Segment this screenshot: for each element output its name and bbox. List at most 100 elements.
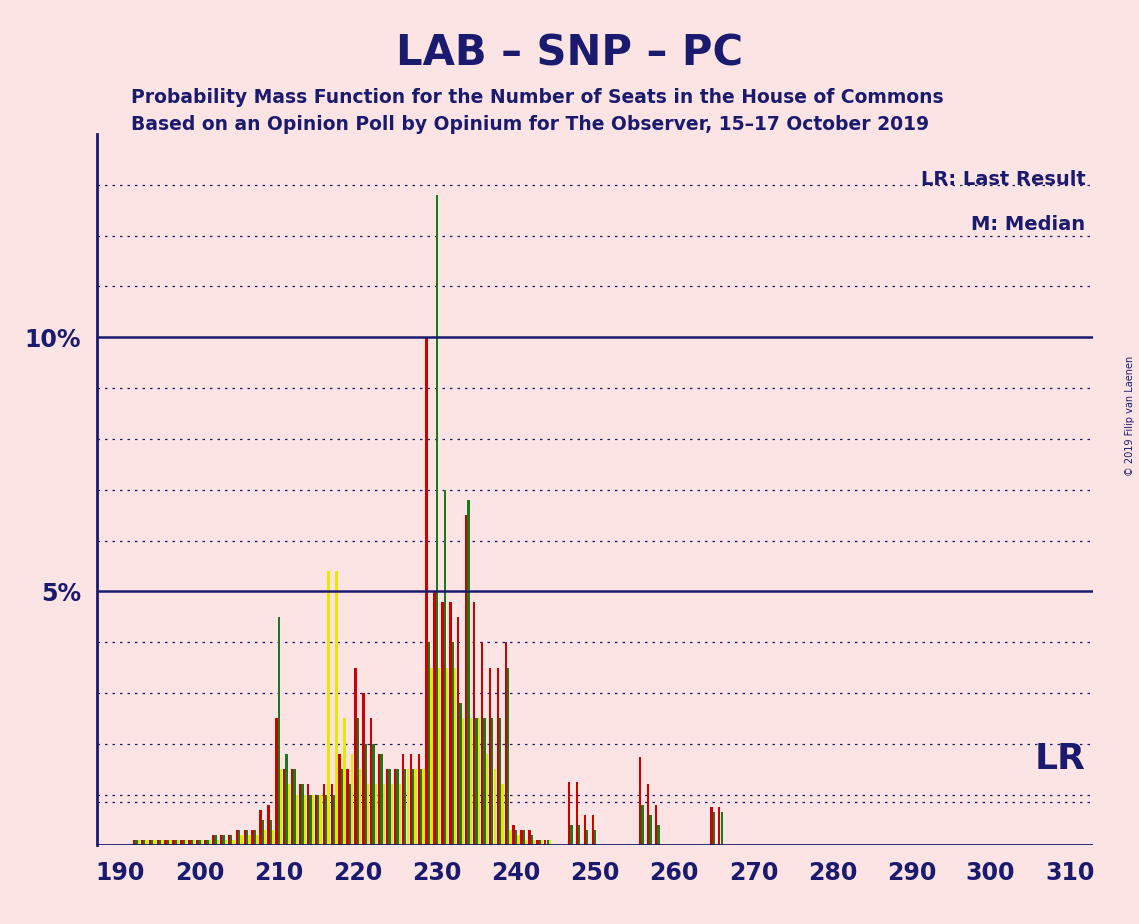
Bar bbox=[254, 831, 256, 845]
Bar bbox=[544, 841, 547, 845]
Bar bbox=[721, 812, 723, 845]
Bar bbox=[159, 841, 162, 845]
Bar bbox=[713, 812, 715, 845]
Bar bbox=[647, 784, 649, 845]
Bar bbox=[436, 195, 439, 845]
Bar bbox=[383, 784, 385, 845]
Bar bbox=[505, 642, 507, 845]
Bar bbox=[343, 719, 345, 845]
Bar bbox=[489, 667, 491, 845]
Bar bbox=[320, 795, 322, 845]
Bar bbox=[541, 841, 543, 845]
Bar bbox=[238, 831, 240, 845]
Bar bbox=[222, 835, 224, 845]
Bar bbox=[531, 835, 533, 845]
Bar bbox=[483, 719, 485, 845]
Bar bbox=[317, 795, 319, 845]
Bar bbox=[388, 769, 391, 845]
Bar bbox=[302, 784, 304, 845]
Bar bbox=[166, 841, 170, 845]
Bar bbox=[657, 825, 659, 845]
Bar bbox=[434, 591, 436, 845]
Bar bbox=[593, 831, 597, 845]
Text: M: Median: M: Median bbox=[972, 215, 1085, 235]
Bar bbox=[410, 754, 412, 845]
Bar bbox=[499, 719, 501, 845]
Text: Probability Mass Function for the Number of Seats in the House of Commons: Probability Mass Function for the Number… bbox=[131, 88, 943, 107]
Text: © 2019 Filip van Laenen: © 2019 Filip van Laenen bbox=[1125, 356, 1134, 476]
Bar bbox=[547, 841, 549, 845]
Bar bbox=[240, 835, 243, 845]
Bar bbox=[312, 795, 314, 845]
Bar bbox=[144, 841, 146, 845]
Text: LR: LR bbox=[1034, 742, 1085, 776]
Bar bbox=[576, 782, 579, 845]
Bar bbox=[639, 757, 641, 845]
Bar bbox=[357, 719, 359, 845]
Bar bbox=[641, 805, 644, 845]
Bar bbox=[354, 667, 357, 845]
Bar bbox=[248, 835, 251, 845]
Bar bbox=[473, 602, 475, 845]
Bar bbox=[298, 784, 301, 845]
Bar bbox=[260, 809, 262, 845]
Bar bbox=[423, 769, 425, 845]
Text: LR: Last Result: LR: Last Result bbox=[920, 170, 1085, 188]
Bar bbox=[224, 841, 227, 845]
Bar bbox=[341, 769, 343, 845]
Bar bbox=[185, 841, 187, 845]
Bar bbox=[154, 841, 156, 845]
Bar bbox=[351, 754, 353, 845]
Bar bbox=[196, 841, 198, 845]
Text: Based on an Opinion Poll by Opinium for The Observer, 15–17 October 2019: Based on an Opinion Poll by Opinium for … bbox=[131, 116, 929, 135]
Bar bbox=[451, 642, 454, 845]
Bar bbox=[188, 841, 190, 845]
Bar bbox=[172, 841, 174, 845]
Bar bbox=[402, 754, 404, 845]
Bar bbox=[262, 821, 264, 845]
Bar bbox=[182, 841, 185, 845]
Bar bbox=[491, 719, 493, 845]
Bar bbox=[454, 667, 457, 845]
Bar bbox=[284, 769, 286, 845]
Bar bbox=[420, 769, 423, 845]
Bar bbox=[517, 835, 519, 845]
Bar bbox=[459, 703, 461, 845]
Bar bbox=[192, 841, 195, 845]
Bar bbox=[256, 835, 259, 845]
Bar bbox=[333, 795, 335, 845]
Bar bbox=[412, 769, 415, 845]
Bar bbox=[571, 825, 573, 845]
Bar bbox=[174, 841, 177, 845]
Bar bbox=[441, 602, 443, 845]
Bar bbox=[533, 841, 535, 845]
Bar bbox=[391, 784, 393, 845]
Bar bbox=[515, 831, 517, 845]
Bar bbox=[204, 841, 206, 845]
Bar bbox=[372, 744, 375, 845]
Bar bbox=[133, 841, 136, 845]
Bar bbox=[280, 769, 282, 845]
Bar bbox=[469, 719, 472, 845]
Bar bbox=[335, 571, 337, 845]
Bar bbox=[370, 719, 372, 845]
Bar bbox=[439, 667, 441, 845]
Bar bbox=[198, 841, 200, 845]
Bar bbox=[220, 835, 222, 845]
Bar bbox=[426, 337, 428, 845]
Bar bbox=[394, 769, 396, 845]
Bar bbox=[206, 841, 208, 845]
Bar bbox=[375, 784, 377, 845]
Bar bbox=[446, 667, 449, 845]
Bar bbox=[296, 795, 298, 845]
Bar bbox=[146, 841, 148, 845]
Bar bbox=[270, 821, 272, 845]
Bar bbox=[252, 831, 254, 845]
Bar bbox=[286, 754, 288, 845]
Bar bbox=[264, 831, 267, 845]
Bar bbox=[178, 841, 180, 845]
Bar bbox=[216, 841, 219, 845]
Bar bbox=[513, 825, 515, 845]
Bar bbox=[404, 769, 407, 845]
Bar bbox=[481, 642, 483, 845]
